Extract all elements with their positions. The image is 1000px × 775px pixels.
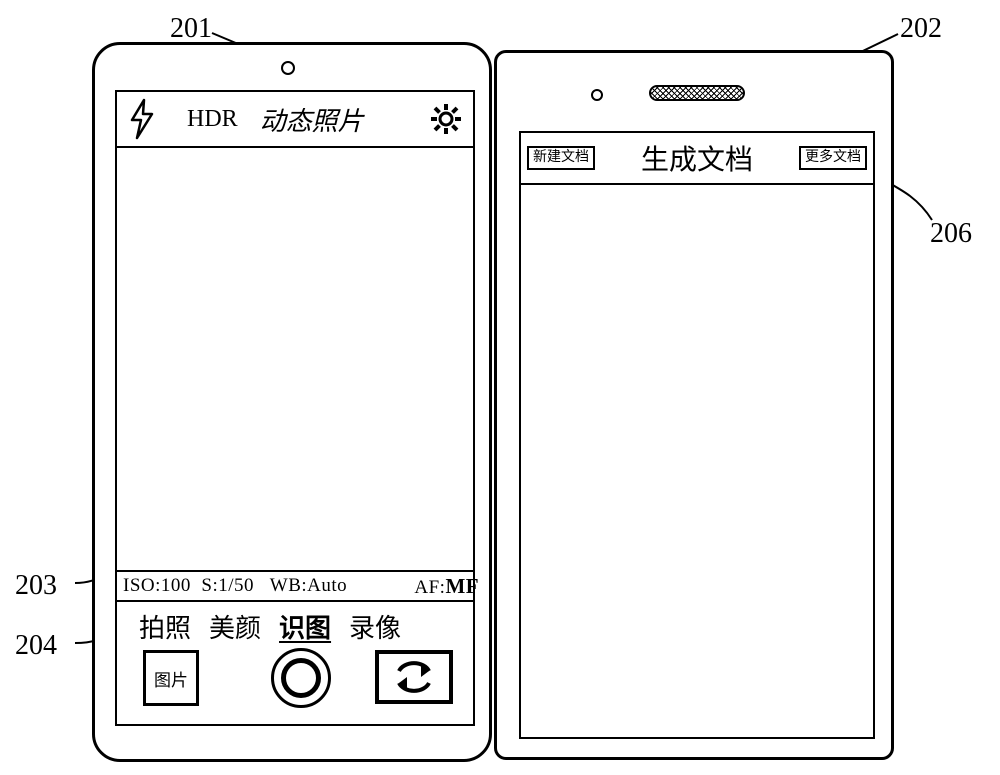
shutter-inner-icon [281, 658, 321, 698]
dynamic-photo-button[interactable]: 动态照片 [260, 101, 364, 138]
ref-206: 206 [930, 218, 972, 250]
ref-203: 203 [15, 570, 57, 602]
param-iso[interactable]: ISO:100 [123, 575, 191, 597]
hdr-button[interactable]: HDR [187, 106, 238, 133]
mode-photo[interactable]: 拍照 [139, 608, 191, 645]
phone-a-frame: HDR 动态照片 [92, 42, 492, 762]
phone-a-screen: HDR 动态照片 [115, 90, 475, 726]
phone-b-frame: 新建文档 生成文档 更多文档 [494, 50, 894, 760]
document-title-bar: 新建文档 生成文档 更多文档 [521, 133, 873, 185]
ref-202: 202 [900, 13, 942, 45]
camera-mode-tabs: 拍照 美颜 识图 录像 [117, 608, 473, 645]
mode-recognize[interactable]: 识图 [279, 608, 331, 645]
param-af-mode: MF [445, 574, 479, 598]
speaker-icon [649, 85, 745, 101]
flash-icon[interactable] [127, 98, 157, 140]
switch-camera-icon [386, 657, 442, 697]
switch-camera-button[interactable] [375, 650, 453, 704]
camera-params-bar: ISO:100 S:1/50 WB:Auto AF:MF [117, 570, 473, 602]
gear-icon[interactable] [429, 102, 463, 136]
phone-b-screen: 新建文档 生成文档 更多文档 [519, 131, 875, 739]
param-af-prefix: AF: [414, 577, 445, 598]
camera-top-bar: HDR 动态照片 [117, 92, 473, 148]
gallery-button[interactable]: 图片 [143, 650, 199, 706]
shutter-button[interactable] [271, 648, 331, 708]
ref-204: 204 [15, 630, 57, 662]
mode-video[interactable]: 录像 [349, 608, 401, 645]
sensor-icon [591, 89, 603, 101]
new-document-button[interactable]: 新建文档 [527, 146, 595, 170]
ref-201: 201 [170, 13, 212, 45]
mode-beauty[interactable]: 美颜 [209, 608, 261, 645]
front-camera-icon [281, 61, 295, 75]
more-documents-button[interactable]: 更多文档 [799, 146, 867, 170]
gallery-button-label: 图片 [154, 666, 188, 691]
param-wb[interactable]: WB:Auto [270, 575, 347, 597]
generate-document-title: 生成文档 [641, 138, 753, 178]
figure-canvas: 201 202 203 204 205 206 HDR 动态照片 [0, 0, 1000, 775]
param-shutter[interactable]: S:1/50 [201, 575, 254, 597]
